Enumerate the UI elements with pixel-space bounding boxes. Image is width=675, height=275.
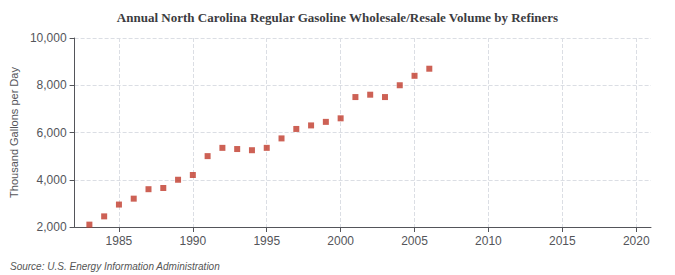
svg-text:Annual North Carolina Regular: Annual North Carolina Regular Gasoline W… bbox=[117, 10, 558, 25]
svg-text:2005: 2005 bbox=[401, 234, 428, 248]
svg-text:1990: 1990 bbox=[179, 234, 206, 248]
svg-text:1985: 1985 bbox=[106, 234, 133, 248]
svg-text:4,000: 4,000 bbox=[37, 173, 67, 187]
svg-text:2000: 2000 bbox=[327, 234, 354, 248]
svg-text:2010: 2010 bbox=[475, 234, 502, 248]
svg-text:2020: 2020 bbox=[623, 234, 650, 248]
svg-text:10,000: 10,000 bbox=[30, 31, 67, 45]
svg-text:Source: U.S. Energy Informatio: Source: U.S. Energy Information Administ… bbox=[10, 261, 220, 272]
svg-text:2,000: 2,000 bbox=[37, 220, 67, 234]
svg-text:8,000: 8,000 bbox=[37, 78, 67, 92]
svg-text:6,000: 6,000 bbox=[37, 126, 67, 140]
svg-text:1995: 1995 bbox=[253, 234, 280, 248]
svg-text:Thousand Gallons per Day: Thousand Gallons per Day bbox=[8, 67, 20, 198]
svg-text:2015: 2015 bbox=[549, 234, 576, 248]
